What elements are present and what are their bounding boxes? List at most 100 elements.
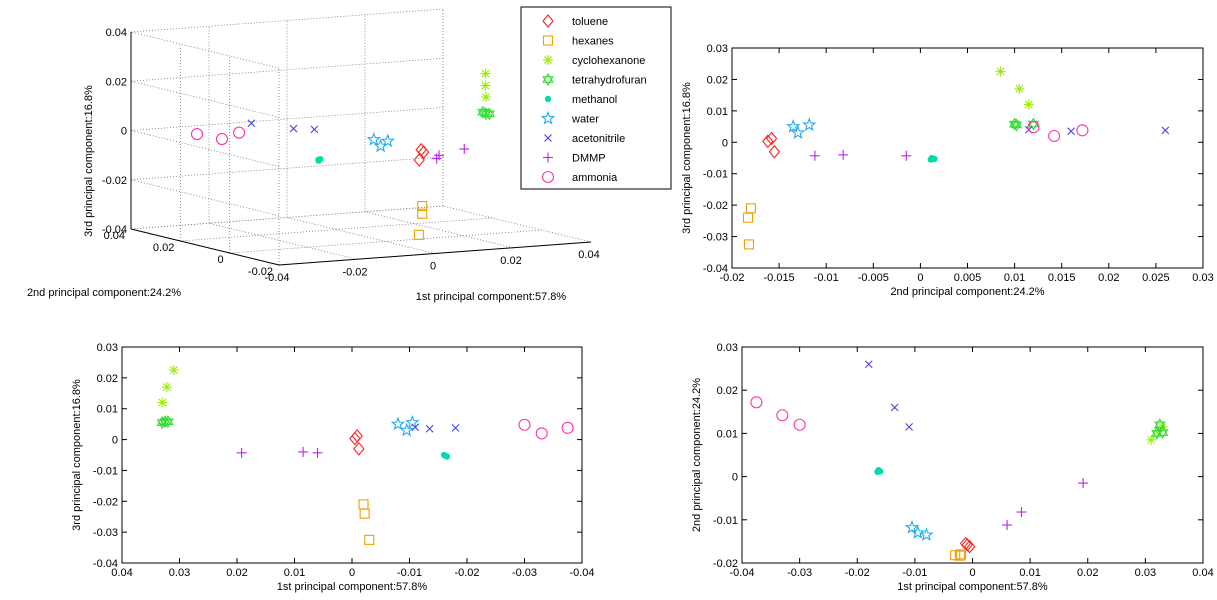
legend-marker-DMMP [543,152,553,163]
y-tick-label: -0.01 [703,169,728,181]
y-tick-label: 0.03 [717,342,738,354]
y-tick-label: 0.02 [153,242,174,254]
y-tick-label: -0.02 [248,266,273,278]
point-tetrahydrofuran [1010,118,1023,132]
point-acetonitrile [1161,126,1170,135]
legend-label: water [571,114,599,126]
plot-2nd-vs-3rd-panel: -0.02 -0.015 -0.01 -0.005 0 0.005 0.01 0.015 0.0… [681,43,1214,298]
point-DMMP [809,150,820,161]
point-acetonitrile [310,125,319,134]
grid-line [130,80,280,118]
x-tick-label: -0.01 [814,272,839,284]
point-methanol [927,156,934,163]
x-tick-label: 0.03 [169,567,190,579]
point-ammonia [793,418,806,431]
legend: toluene hexanes cyclohexanone tetrahydrofur… [520,6,672,190]
legend-label: methanol [572,94,617,106]
x-tick-label: -0.01 [397,567,422,579]
point-DMMP [838,149,849,160]
point-hexanes [743,239,755,250]
y-tick-label: -0.03 [703,232,728,244]
point-toluene [353,441,365,456]
point-water [380,133,395,148]
point-ammonia [233,126,246,139]
legend-label: hexanes [572,36,614,48]
legend-marker-water [540,110,556,125]
y-tick-label: 0.04 [104,230,125,242]
point-water [919,527,934,542]
grid-line [442,205,592,243]
point-ammonia [776,409,789,422]
y-tick-label: -0.02 [713,558,738,570]
legend-marker-hexanes [542,35,554,46]
point-acetonitrile [1067,127,1076,136]
point-acetonitrile [411,423,420,432]
point-ammonia [518,418,531,431]
y-axis-label: 3rd principal component:16.8% [71,379,83,531]
x-tick-label: 0.02 [500,255,521,267]
point-ammonia [190,128,204,141]
y-axis-label: 2nd principal component:24.2% [691,378,703,532]
y-tick-label: -0.04 [93,558,118,570]
x-tick-label: 0 [430,261,436,273]
x-axis-label: 2nd principal component:24.2% [890,286,1044,298]
z-tick-label: 0.04 [106,27,127,39]
point-water [786,118,801,133]
legend-marker-toluene [542,14,554,28]
grid-line [130,130,280,167]
point-acetonitrile [425,424,434,433]
point-DMMP [459,143,470,154]
legend-label: cyclohexanone [572,55,645,67]
point-tetrahydrofuran [156,415,168,430]
x-tick-label: 0.025 [1142,272,1170,284]
x-tick-label: -0.03 [512,567,537,579]
axes-box [121,346,583,564]
y-tick-label: 0.01 [707,106,728,118]
point-toluene [413,153,425,167]
point-cyclohexanone [1023,99,1034,110]
plot-1st-vs-3rd-panel: 0.04 0.03 0.02 0.01 0 -0.01 -0.02 -0.03 -0.04 -0.… [71,342,595,593]
point-ammonia [1048,129,1061,143]
legend-label: toluene [572,16,608,28]
legend-label: ammonia [572,172,618,184]
point-acetonitrile [864,360,873,369]
y-tick-label: -0.04 [703,263,728,275]
point-hexanes [359,508,370,519]
point-cyclohexanone [168,365,179,376]
x-axis-label: 1st principal component:57.8% [416,291,567,303]
x-tick-label: -0.02 [719,272,744,284]
point-tetrahydrofuran [483,107,495,121]
point-ammonia [535,427,548,440]
point-DMMP [236,447,247,458]
grid-line [130,179,280,217]
x-tick-label: 0.04 [1192,567,1213,579]
point-toluene [768,144,781,159]
y-tick-label: 0.03 [97,342,118,354]
point-ammonia [1027,121,1040,134]
x-tick-label: 0.03 [1192,272,1213,284]
y-axis-line [130,228,280,266]
point-ammonia [215,132,228,146]
point-cyclohexanone [480,68,491,79]
point-hexanes [742,212,754,223]
grid-line [364,211,514,249]
grid-line [130,156,444,181]
y-tick-label: 0.02 [97,373,118,385]
y-axis-label: 3rd principal component:16.8% [681,82,693,234]
point-water [366,131,382,146]
point-acetonitrile [890,403,899,412]
y-axis-label: 2nd principal component:24.2% [27,287,181,299]
x-tick-label: -0.04 [569,567,594,579]
plot-1st-vs-2nd-panel: -0.04 -0.03 -0.02 -0.01 0 0.01 0.02 0.03 0.04 -0.… [691,342,1214,593]
x-tick-label: -0.02 [845,567,870,579]
point-DMMP [1016,507,1027,518]
legend-marker-ammonia [541,170,555,184]
x-tick-label: 0.02 [226,567,247,579]
point-DMMP [1002,519,1013,530]
x-tick-label: 0.005 [954,272,982,284]
point-DMMP [901,150,912,161]
point-methanol [874,468,881,475]
z-tick-label: -0.02 [102,175,127,187]
point-ammonia [1076,124,1089,137]
